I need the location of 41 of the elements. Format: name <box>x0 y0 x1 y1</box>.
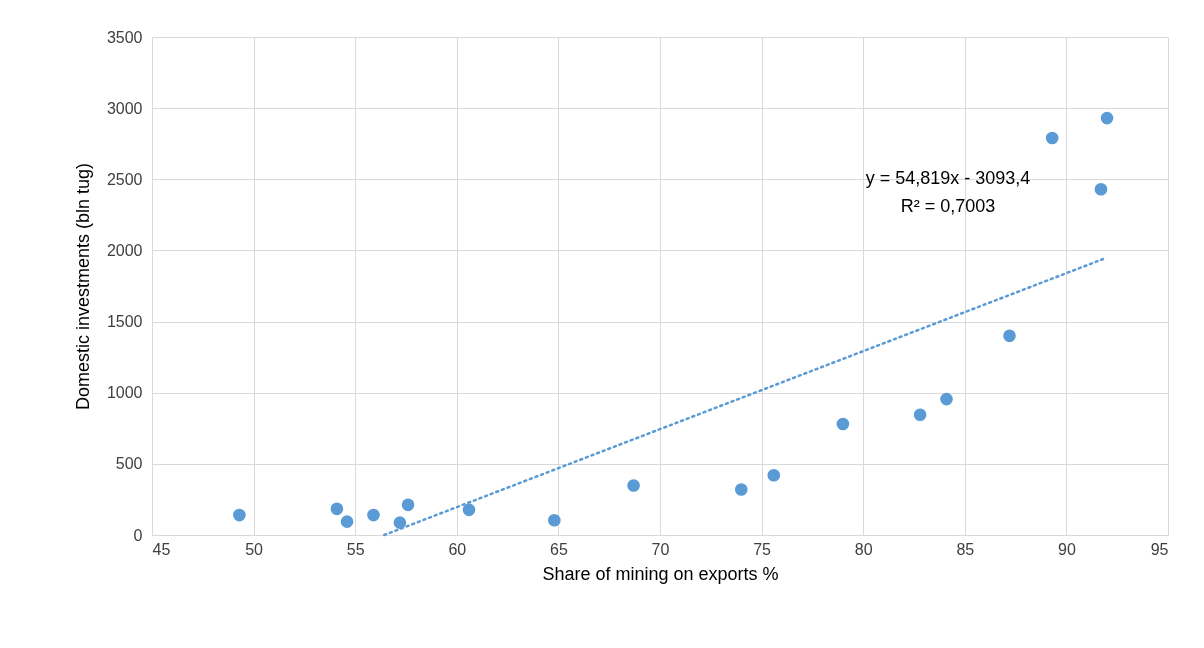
point <box>734 483 748 496</box>
point <box>367 508 380 522</box>
point <box>767 468 781 482</box>
annotation: R² = 0,7003 <box>900 196 996 216</box>
x-tick-label: 95 <box>1150 540 1169 558</box>
y-tick-label: 500 <box>115 455 143 473</box>
point <box>401 498 415 512</box>
x-tick-label: 55 <box>346 540 365 558</box>
x-tick-label: 60 <box>448 540 467 558</box>
point <box>913 408 927 422</box>
x-tick-label: 85 <box>956 540 975 558</box>
point <box>940 392 953 406</box>
y-tick-label: 1000 <box>106 384 143 402</box>
point <box>340 515 354 528</box>
point <box>1094 182 1108 196</box>
y-tick-label: 1500 <box>106 313 143 331</box>
point <box>836 417 850 431</box>
x-axis-title: Share of mining on exports % <box>542 563 779 584</box>
x-tick-label: 75 <box>753 540 772 558</box>
annotation: y = 54,819x - 3093,4 <box>865 168 1031 188</box>
point <box>330 502 344 516</box>
x-tick-label: 90 <box>1058 540 1076 558</box>
y-tick-label: 2500 <box>106 170 143 188</box>
y-tick-label: 3500 <box>106 28 143 46</box>
x-tick-label: 50 <box>245 540 264 558</box>
x-tick-label: 70 <box>651 540 670 558</box>
point <box>1045 131 1059 145</box>
point <box>1003 329 1016 343</box>
x-tick-label: 45 <box>152 540 171 558</box>
point <box>1100 111 1114 125</box>
x-tick-label: 80 <box>854 540 873 558</box>
point <box>393 516 407 529</box>
y-tick-label: 3000 <box>106 99 143 117</box>
point <box>462 503 476 517</box>
point <box>233 508 246 522</box>
y-axis-title: Domestic investments (bln tug) <box>72 162 93 411</box>
y-tick-label: 0 <box>133 526 143 544</box>
point <box>548 513 561 527</box>
y-tick-label: 2000 <box>106 241 143 259</box>
point <box>627 479 640 492</box>
x-tick-label: 65 <box>550 540 568 558</box>
